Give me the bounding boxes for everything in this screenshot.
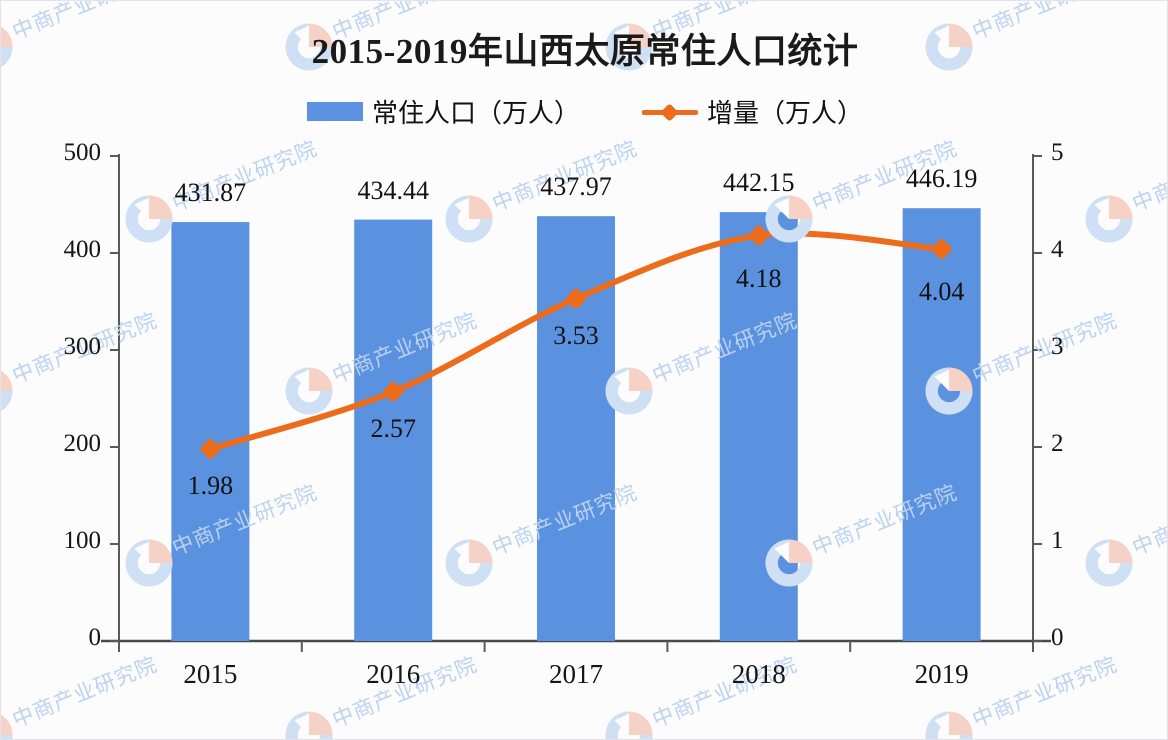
bar-2019[interactable] <box>902 208 981 642</box>
bar-2016[interactable] <box>354 219 433 641</box>
legend-item-increment[interactable]: 增量（万人） <box>642 93 863 130</box>
chart-legend: 常住人口（万人） 增量（万人） <box>1 93 1167 130</box>
bar-2018[interactable] <box>719 212 798 641</box>
bar-2015[interactable] <box>171 222 250 641</box>
legend-item-population[interactable]: 常住人口（万人） <box>306 93 580 130</box>
line-marker-2016[interactable] <box>382 380 405 403</box>
line-marker-2019[interactable] <box>930 238 953 261</box>
legend-label-increment: 增量（万人） <box>707 99 864 128</box>
legend-label-population: 常住人口（万人） <box>371 99 580 128</box>
line-swatch-icon <box>642 102 698 121</box>
line-marker-2015[interactable] <box>199 438 222 461</box>
line-marker-2018[interactable] <box>747 224 770 247</box>
line-marker-2017[interactable] <box>565 287 588 310</box>
bar-2017[interactable] <box>537 216 615 641</box>
bar-swatch-icon <box>306 102 363 121</box>
chart-title: 2015-2019年山西太原常住人口统计 <box>311 32 859 71</box>
